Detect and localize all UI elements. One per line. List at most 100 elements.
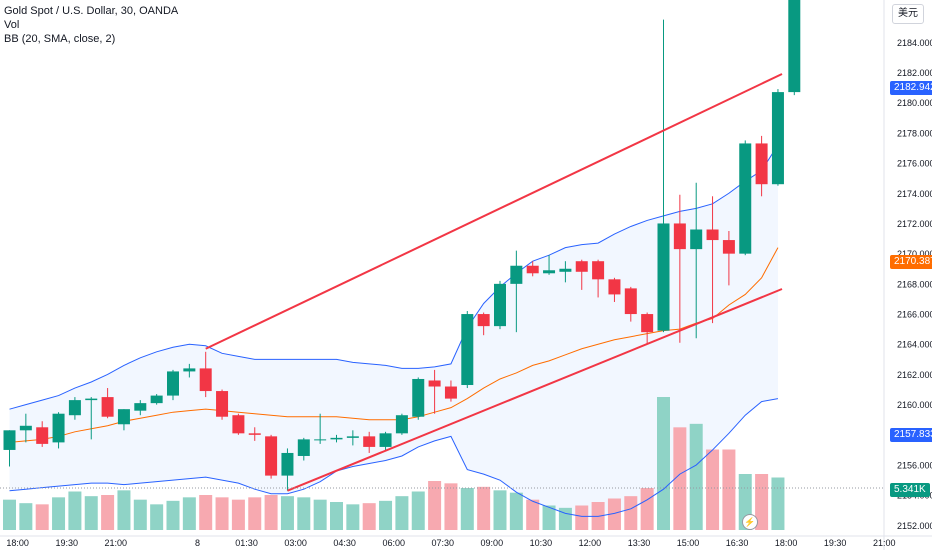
time-axis-tick: 01:30	[235, 538, 258, 548]
volume-bar	[379, 500, 393, 530]
candle-body	[330, 437, 343, 440]
bb-lower-tag: 2157.833	[890, 428, 932, 442]
candle-body	[199, 368, 212, 392]
plot-area	[0, 0, 884, 530]
candle-body	[85, 398, 98, 401]
bb-upper-line	[9, 144, 779, 410]
volume-bar	[280, 496, 294, 530]
price-axis-tick: 2166.000	[897, 310, 932, 320]
price-axis-tick: 2168.000	[897, 279, 932, 289]
volume-bar	[575, 505, 589, 530]
time-axis-tick: 18:00	[6, 538, 29, 548]
candle-body	[150, 395, 163, 404]
candle-body	[559, 268, 572, 272]
candle-body	[265, 436, 278, 476]
candle-body	[36, 427, 49, 444]
price-axis-tick: 2170.000	[897, 249, 932, 259]
candle-body	[657, 223, 670, 331]
price-axis-tick: 2184.000	[897, 38, 932, 48]
time-axis-tick: 18:00	[775, 538, 798, 548]
price-axis-tick: 2164.000	[897, 340, 932, 350]
volume-bar	[477, 486, 491, 530]
volume-bar	[509, 492, 523, 530]
volume-bar	[657, 397, 670, 530]
time-axis-tick: 15:00	[677, 538, 700, 548]
volume-bar	[68, 491, 82, 530]
time-axis-tick: 13:30	[628, 538, 651, 548]
candle-body	[412, 378, 425, 417]
volume-bar	[558, 507, 572, 530]
price-axis-tick: 2152.000	[897, 521, 932, 531]
volume-bar	[444, 483, 458, 530]
lightning-icon[interactable]: ⚡	[742, 514, 758, 530]
candle-body	[379, 433, 392, 447]
candle-body	[722, 240, 735, 254]
volume-bar	[313, 499, 327, 530]
candle-body	[510, 265, 523, 284]
volume-bar	[542, 505, 556, 530]
time-axis-tick: 16:30	[726, 538, 749, 548]
candle-body	[641, 314, 654, 333]
candle-body	[3, 430, 16, 450]
candle-body	[690, 229, 703, 250]
volume-bar	[84, 496, 98, 530]
lower-trendline	[287, 288, 783, 492]
volume-bar	[755, 474, 769, 530]
candle-body	[624, 288, 637, 315]
candle-body	[395, 415, 408, 434]
time-axis-tick: 19:30	[55, 538, 78, 548]
volume-bar	[19, 503, 33, 530]
chart-legend: Gold Spot / U.S. Dollar, 30, OANDA Vol B…	[4, 4, 178, 46]
volume-bar	[428, 481, 442, 530]
time-axis-tick: 06:00	[382, 538, 405, 548]
time-axis-tick: 12:00	[579, 538, 602, 548]
volume-bar	[624, 496, 638, 530]
candle-body	[494, 283, 506, 327]
volume-bar	[673, 427, 687, 530]
price-axis-tick: 2178.000	[897, 128, 932, 138]
candle-body	[543, 270, 556, 274]
price-axis-tick: 2176.000	[897, 159, 932, 169]
bb-basis-line	[9, 247, 779, 443]
time-axis-tick: 19:30	[824, 538, 847, 548]
candle-body	[788, 0, 801, 93]
volume-bar	[248, 497, 262, 530]
candle-body	[608, 279, 621, 295]
volume-bar	[297, 497, 311, 530]
price-axis-tick: 2180.000	[897, 98, 932, 108]
volume-bar	[460, 488, 474, 530]
volume-indicator-label: Vol	[4, 19, 20, 31]
volume-bar	[722, 449, 736, 530]
time-axis-tick: 8	[195, 538, 200, 548]
candle-body	[461, 314, 474, 386]
volume-bar	[35, 504, 49, 530]
candle-body	[673, 223, 686, 250]
volume-bar	[346, 504, 360, 530]
volume-bar	[52, 497, 66, 530]
volume-bar	[117, 490, 131, 530]
candle-body	[363, 436, 376, 447]
volume-bar	[199, 495, 213, 530]
currency-button[interactable]: 美元	[892, 4, 924, 24]
bb-lower-line	[9, 398, 779, 517]
volume-bar	[215, 497, 229, 530]
volume-bar	[526, 499, 540, 530]
candle-body	[477, 314, 490, 327]
candle-body	[232, 415, 245, 434]
volume-bar	[133, 499, 147, 530]
time-axis-tick: 09:00	[481, 538, 504, 548]
upper-trendline	[205, 73, 783, 350]
volume-bar	[689, 423, 703, 530]
candle-body	[281, 452, 294, 476]
time-axis-tick: 10:30	[530, 538, 553, 548]
bb-basis-tag: 2170.387	[890, 255, 932, 269]
price-axis-tick: 2174.000	[897, 189, 932, 199]
candle-body	[117, 409, 130, 425]
candle-body	[52, 413, 65, 443]
volume-bar	[3, 499, 16, 530]
volume-bar	[150, 504, 164, 530]
symbol-title: Gold Spot / U.S. Dollar, 30, OANDA	[4, 5, 179, 17]
candle-body	[167, 371, 179, 396]
time-axis-tick: 21:00	[105, 538, 128, 548]
